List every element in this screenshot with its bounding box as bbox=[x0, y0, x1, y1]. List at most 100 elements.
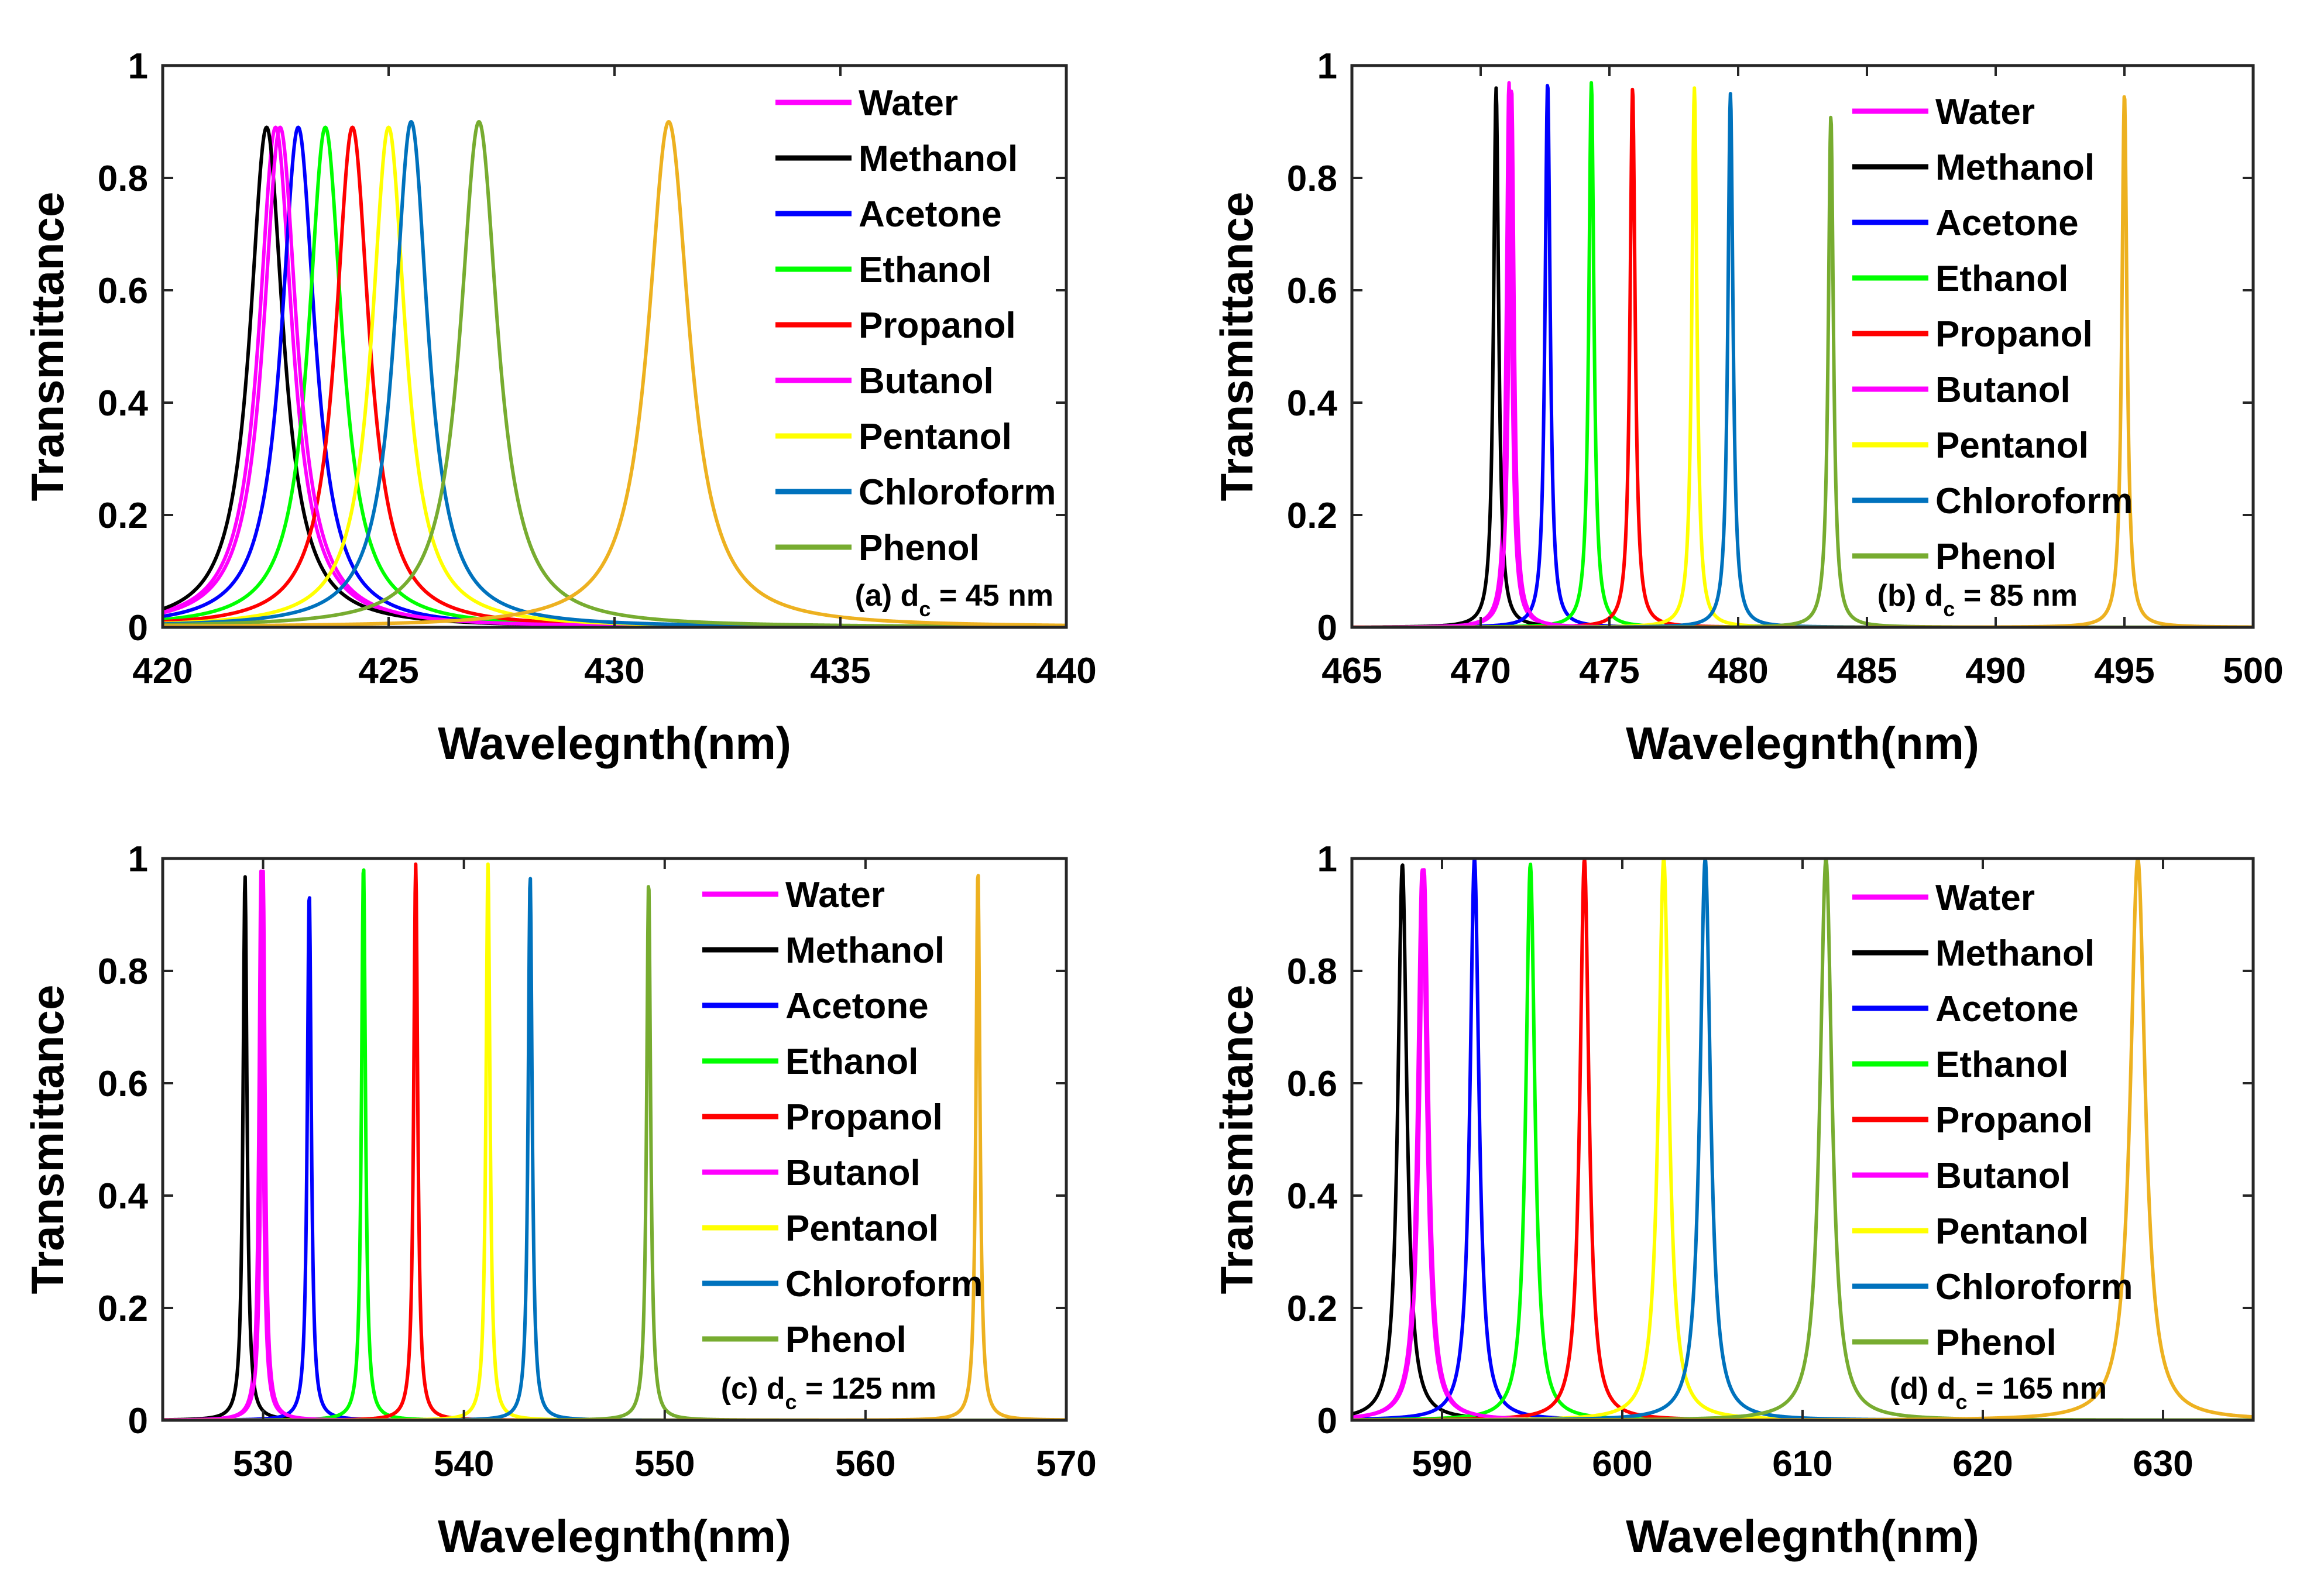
legend-item-pentanol: Pentanol bbox=[775, 417, 1012, 457]
series-unlabeled-line bbox=[163, 120, 1066, 627]
legend-item-butanol: Butanol bbox=[1852, 1156, 2071, 1196]
legend: Water Methanol Acetone Ethanol Propanol Butan… bbox=[775, 83, 1056, 568]
legend-label: Chloroform bbox=[859, 472, 1056, 513]
legend-item-water: Water bbox=[775, 83, 958, 123]
x-tick-label: 630 bbox=[2133, 1444, 2193, 1484]
legend-label: Phenol bbox=[1935, 537, 2057, 577]
legend-label: Propanol bbox=[785, 1097, 943, 1138]
legend-item-propanol: Propanol bbox=[1852, 314, 2093, 355]
y-tick-label: 0.2 bbox=[98, 1289, 148, 1329]
legend-label: Butanol bbox=[859, 361, 994, 401]
x-tick-label: 550 bbox=[634, 1444, 695, 1484]
x-tick-label: 620 bbox=[1952, 1444, 2013, 1484]
y-tick-label: 0.2 bbox=[1287, 1289, 1337, 1329]
series-acetone-line bbox=[163, 896, 1066, 1420]
x-axis-label: Wavelegnth(nm) bbox=[438, 1510, 791, 1562]
legend-label: Methanol bbox=[785, 930, 945, 971]
x-tick-label: 425 bbox=[358, 651, 418, 691]
legend-item-phenol: Phenol bbox=[775, 528, 980, 568]
y-tick-label: 1 bbox=[1317, 839, 1337, 880]
legend-label: Acetone bbox=[785, 986, 929, 1026]
legend-item-ethanol: Ethanol bbox=[1852, 259, 2068, 299]
legend-item-butanol: Butanol bbox=[1852, 370, 2071, 410]
legend-item-chloroform: Chloroform bbox=[1852, 1267, 2133, 1307]
legend-label: Ethanol bbox=[1935, 259, 2068, 299]
panel-d: 590 600 610 620 630 0 0.2 0.4 0.6 0.8 1 Wavelegnth(… bbox=[1211, 839, 2255, 1562]
y-tick-label: 0.2 bbox=[1287, 496, 1337, 536]
x-tick-label: 480 bbox=[1708, 651, 1768, 691]
legend-label: Acetone bbox=[1935, 989, 2079, 1029]
x-tick-label: 430 bbox=[584, 651, 644, 691]
x-tick-label: 560 bbox=[835, 1444, 895, 1484]
legend-label: Ethanol bbox=[1935, 1045, 2068, 1085]
x-tick-label: 475 bbox=[1579, 651, 1639, 691]
legend-label: Methanol bbox=[859, 139, 1018, 179]
y-tick-label: 0.6 bbox=[1287, 271, 1337, 311]
x-tick-label: 420 bbox=[132, 651, 193, 691]
legend-label: Methanol bbox=[1935, 147, 2095, 188]
x-tick-label: 500 bbox=[2223, 651, 2283, 691]
y-axis-label: Transmittance bbox=[1211, 985, 1262, 1294]
thickness-annotation: (c) dc = 125 nm bbox=[721, 1372, 936, 1414]
legend-label: Ethanol bbox=[859, 250, 991, 290]
legend-label: Butanol bbox=[1935, 1156, 2071, 1196]
legend-item-phenol: Phenol bbox=[702, 1320, 907, 1360]
y-tick-label: 0.6 bbox=[98, 1064, 148, 1104]
y-tick-label: 0.6 bbox=[1287, 1064, 1337, 1104]
legend-item-chloroform: Chloroform bbox=[775, 472, 1056, 513]
legend-item-water: Water bbox=[1852, 878, 2035, 918]
y-tick-label: 1 bbox=[128, 46, 148, 87]
y-tick-label: 0.6 bbox=[98, 271, 148, 311]
legend-item-propanol: Propanol bbox=[1852, 1100, 2093, 1141]
plot-area bbox=[1352, 858, 2253, 1420]
legend-label: Chloroform bbox=[785, 1264, 983, 1304]
x-tick-label: 470 bbox=[1450, 651, 1511, 691]
legend-item-methanol: Methanol bbox=[702, 930, 945, 971]
legend-label: Propanol bbox=[1935, 1100, 2093, 1141]
legend-item-chloroform: Chloroform bbox=[1852, 481, 2133, 521]
legend-label: Butanol bbox=[1935, 370, 2071, 410]
y-tick-label: 0 bbox=[1317, 608, 1337, 648]
axes-box bbox=[1350, 64, 2255, 629]
y-tick-label: 0.8 bbox=[1287, 952, 1337, 992]
y-tick-label: 0.4 bbox=[98, 383, 149, 424]
x-tick-label: 440 bbox=[1036, 651, 1096, 691]
legend-item-methanol: Methanol bbox=[775, 139, 1018, 179]
legend-label: Phenol bbox=[1935, 1323, 2057, 1363]
thickness-annotation: (b) dc = 85 nm bbox=[1877, 579, 2078, 621]
plot-area bbox=[1352, 81, 2253, 627]
legend-item-methanol: Methanol bbox=[1852, 147, 2095, 188]
x-tick-label: 540 bbox=[434, 1444, 494, 1484]
legend-item-acetone: Acetone bbox=[1852, 989, 2079, 1029]
legend-item-methanol: Methanol bbox=[1852, 933, 2095, 974]
panel-b: 465 470 475 480 485 490 495 500 0 0.2 0.4 0.6 0.8 1 Wa… bbox=[1211, 46, 2284, 769]
panel-c: 530 540 550 560 570 0 0.2 0.4 0.6 0.8 1 Wavelegnth(… bbox=[22, 839, 1097, 1562]
axes-box bbox=[161, 857, 1068, 1422]
legend-item-acetone: Acetone bbox=[1852, 203, 2079, 243]
y-tick-label: 1 bbox=[128, 839, 148, 880]
legend-item-water: Water bbox=[702, 875, 885, 915]
y-axis-label: Transmittance bbox=[22, 985, 73, 1294]
legend-label: Phenol bbox=[785, 1320, 907, 1360]
x-tick-label: 465 bbox=[1321, 651, 1382, 691]
x-axis-label: Wavelegnth(nm) bbox=[438, 717, 791, 769]
x-tick-label: 490 bbox=[1965, 651, 2026, 691]
legend-item-propanol: Propanol bbox=[775, 305, 1016, 346]
legend-label: Water bbox=[859, 83, 958, 123]
y-tick-label: 0.8 bbox=[1287, 159, 1337, 199]
legend: Water Methanol Acetone Ethanol Propanol Butan… bbox=[1852, 92, 2133, 577]
legend-label: Water bbox=[1935, 878, 2035, 918]
legend-item-pentanol: Pentanol bbox=[1852, 1211, 2089, 1252]
x-tick-label: 610 bbox=[1772, 1444, 1832, 1484]
thickness-annotation: (d) dc = 165 nm bbox=[1890, 1372, 2107, 1414]
y-tick-label: 0 bbox=[1317, 1401, 1337, 1441]
y-axis-label: Transmittance bbox=[1211, 192, 1262, 502]
legend-label: Water bbox=[1935, 92, 2035, 132]
legend-label: Pentanol bbox=[1935, 425, 2089, 466]
y-tick-label: 0 bbox=[128, 1401, 148, 1441]
x-tick-label: 485 bbox=[1836, 651, 1897, 691]
x-tick-label: 590 bbox=[1412, 1444, 1472, 1484]
panel-a: 420 425 430 435 440 0 0.2 0.4 0.6 0.8 1 Wavelegnth(… bbox=[22, 46, 1097, 769]
thickness-annotation: (a) dc = 45 nm bbox=[855, 579, 1053, 621]
